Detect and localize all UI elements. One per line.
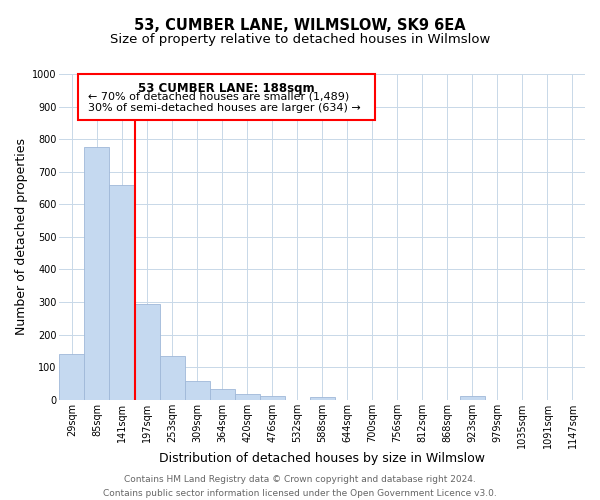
Bar xyxy=(260,396,284,400)
Text: 53 CUMBER LANE: 188sqm: 53 CUMBER LANE: 188sqm xyxy=(138,82,314,95)
Bar xyxy=(59,354,85,400)
Bar xyxy=(185,381,209,400)
X-axis label: Distribution of detached houses by size in Wilmslow: Distribution of detached houses by size … xyxy=(159,452,485,465)
Bar xyxy=(310,398,335,400)
Text: ← 70% of detached houses are smaller (1,489): ← 70% of detached houses are smaller (1,… xyxy=(88,92,350,102)
Y-axis label: Number of detached properties: Number of detached properties xyxy=(15,138,28,336)
Text: Size of property relative to detached houses in Wilmslow: Size of property relative to detached ho… xyxy=(110,32,490,46)
Bar xyxy=(209,390,235,400)
FancyBboxPatch shape xyxy=(78,74,375,120)
Bar xyxy=(109,184,134,400)
Text: Contains HM Land Registry data © Crown copyright and database right 2024.
Contai: Contains HM Land Registry data © Crown c… xyxy=(103,476,497,498)
Bar xyxy=(160,356,185,400)
Text: 30% of semi-detached houses are larger (634) →: 30% of semi-detached houses are larger (… xyxy=(88,104,361,114)
Bar xyxy=(235,394,260,400)
Bar xyxy=(134,304,160,400)
Bar xyxy=(460,396,485,400)
Text: 53, CUMBER LANE, WILMSLOW, SK9 6EA: 53, CUMBER LANE, WILMSLOW, SK9 6EA xyxy=(134,18,466,32)
Bar xyxy=(85,148,109,400)
